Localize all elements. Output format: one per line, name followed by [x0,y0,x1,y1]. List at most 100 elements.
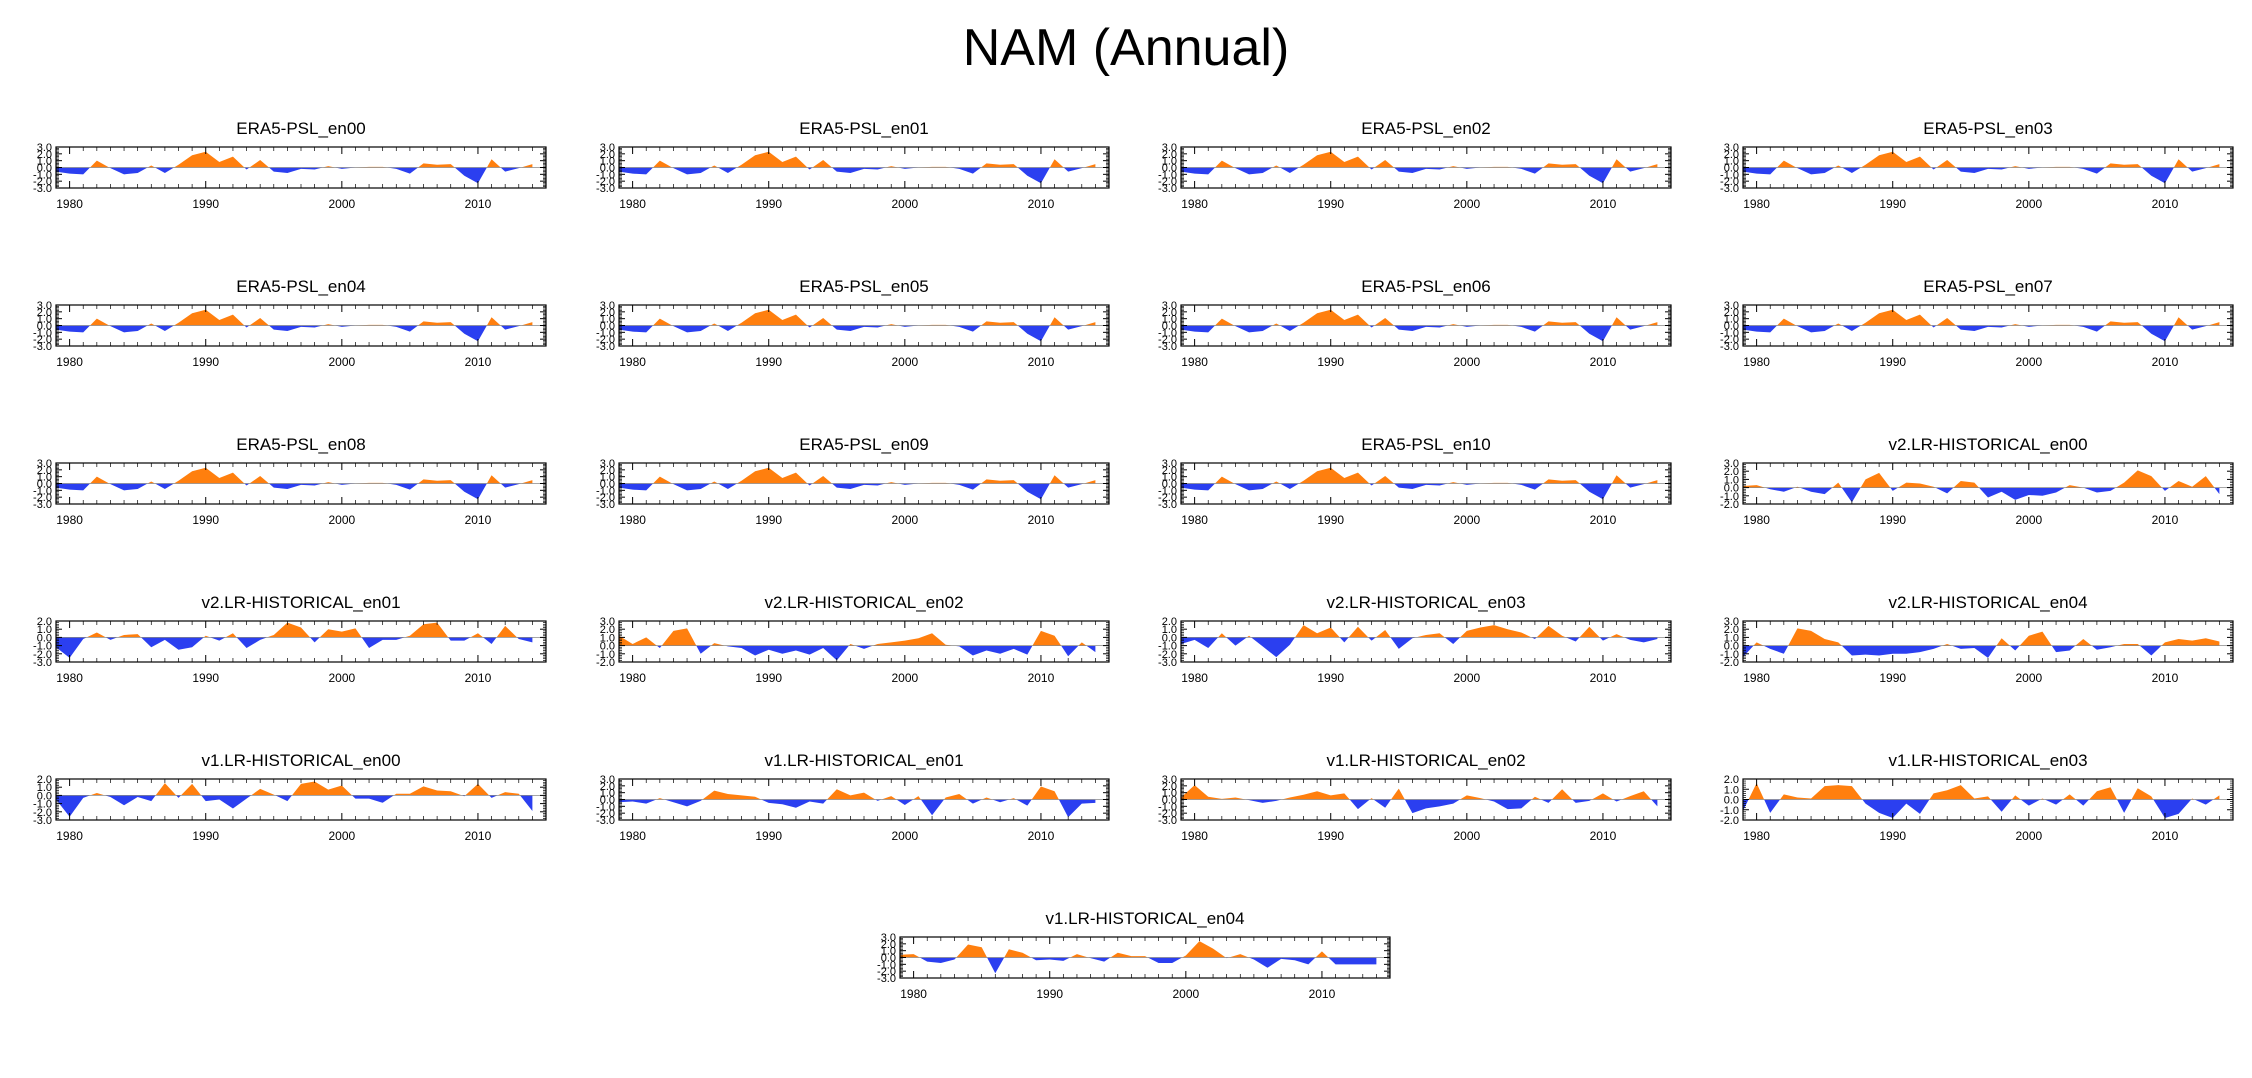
y-tick-label: 2.0 [1162,465,1177,477]
x-tick-label: 1980 [1181,513,1208,527]
x-tick-label: 2000 [328,671,355,685]
negative-area [1181,637,1658,658]
y-tick-label: 1.0 [1162,788,1177,800]
chart-panel: v1.LR-HISTORICAL_en01-3.0-2.0-1.00.01.02… [596,751,1110,843]
negative-area [900,957,1377,974]
panel-title: v1.LR-HISTORICAL_en04 [1045,909,1244,928]
y-tick-label: 2.0 [1162,149,1177,161]
x-tick-label: 2010 [1028,513,1055,527]
positive-area [1181,785,1658,800]
x-tick-label: 2010 [1590,513,1617,527]
panel-title: v2.LR-HISTORICAL_en04 [1888,593,2087,612]
panel-title: v1.LR-HISTORICAL_en00 [201,751,400,770]
y-tick-label: 3.0 [37,300,52,312]
y-tick-label: -2.0 [596,334,615,346]
y-tick-label: 1.0 [1162,314,1177,326]
y-tick-label: -1.0 [1720,491,1739,503]
y-tick-label: 2.0 [37,616,52,628]
y-tick-label: -2.0 [1720,176,1739,188]
x-tick-label: 2010 [465,355,492,369]
y-tick-label: -1.0 [1720,327,1739,339]
y-tick-label: 0.0 [1724,321,1739,333]
x-tick-label: 2010 [2152,671,2179,685]
positive-area [1181,309,1658,326]
panel-title: ERA5-PSL_en03 [1923,119,2052,138]
x-tick-label: 1980 [56,829,83,843]
x-tick-label: 1990 [1317,671,1344,685]
x-tick-label: 2000 [891,197,918,211]
chart-panel: v1.LR-HISTORICAL_en03 -2.0-1.00.01.02.0 19… [1720,751,2234,843]
negative-area [619,325,1096,342]
x-tick-label: 1990 [755,197,782,211]
negative-area [1743,799,2220,818]
y-tick-label: -3.0 [33,499,52,511]
y-tick-label: 2.0 [1162,307,1177,319]
y-tick-label: 3.0 [600,616,615,628]
y-tick-label: -3.0 [33,657,52,669]
chart-panel: v1.LR-HISTORICAL_en00-3.0-2.0-1.00.01.02… [33,751,547,843]
y-tick-label: -2.0 [596,176,615,188]
x-tick-label: 1980 [900,987,927,1001]
negative-area [1181,325,1658,342]
negative-area [56,795,533,817]
x-tick-label: 1980 [619,829,646,843]
y-tick-label: 0.0 [1162,795,1177,807]
x-tick-label: 1980 [56,513,83,527]
y-tick-label: 1.0 [1724,784,1739,796]
y-tick-label: 0.0 [881,953,896,965]
y-tick-label: -1.0 [1720,805,1739,817]
y-tick-label: -1.0 [877,959,896,971]
positive-area [1218,625,1625,638]
chart-panel: ERA5-PSL_en00 -3.0-2.0-1.00.01.02.03.0 198… [33,119,547,211]
y-tick-label: 1.0 [37,472,52,484]
y-tick-label: 1.0 [1162,156,1177,168]
y-tick-label: -2.0 [1158,649,1177,661]
x-tick-label: 2000 [1453,355,1480,369]
x-tick-label: 2010 [1028,355,1055,369]
y-tick-label: 2.0 [600,781,615,793]
y-tick-label: -2.0 [1158,334,1177,346]
y-tick-label: 1.0 [600,632,615,644]
x-tick-label: 2000 [2015,671,2042,685]
y-tick-label: 2.0 [37,307,52,319]
y-tick-label: -3.0 [596,183,615,195]
x-tick-label: 2010 [1590,829,1617,843]
y-tick-label: 3.0 [1724,616,1739,628]
panel-title: ERA5-PSL_en07 [1923,277,2052,296]
y-tick-label: -1.0 [1158,641,1177,653]
y-tick-label: 1.0 [37,782,52,794]
chart-panel: v2.LR-HISTORICAL_en02 -2.0-1.00.01.02.03.… [596,593,1110,685]
positive-area [1743,783,2220,800]
negative-area [619,799,1096,818]
negative-area [1743,325,2220,342]
x-tick-label: 2000 [328,513,355,527]
y-tick-label: -1.0 [1720,649,1739,661]
x-tick-label: 1990 [192,513,219,527]
positive-area [619,151,1096,168]
x-tick-label: 1980 [56,197,83,211]
y-tick-label: 3.0 [600,774,615,786]
panel-title: ERA5-PSL_en05 [799,277,928,296]
y-tick-label: 0.0 [37,163,52,175]
y-tick-label: 1.0 [1724,474,1739,486]
panel-title: ERA5-PSL_en06 [1361,277,1490,296]
y-tick-label: 2.0 [1162,781,1177,793]
positive-area [619,628,1096,646]
y-tick-label: 3.0 [1724,300,1739,312]
panel-title: ERA5-PSL_en10 [1361,435,1490,454]
chart-panel: v2.LR-HISTORICAL_en04 -2.0-1.00.01.02.03.… [1720,593,2234,685]
x-tick-label: 2010 [1028,671,1055,685]
negative-area [56,483,533,500]
negative-area [619,167,1096,184]
y-tick-label: -3.0 [1720,183,1739,195]
y-tick-label: -2.0 [1720,334,1739,346]
x-tick-label: 2010 [2152,197,2179,211]
x-tick-label: 1980 [619,671,646,685]
x-tick-label: 1980 [1181,671,1208,685]
y-tick-label: 2.0 [600,465,615,477]
y-tick-label: -3.0 [33,183,52,195]
y-tick-label: -2.0 [33,334,52,346]
figure-title: NAM (Annual) [962,19,1290,77]
y-tick-label: -2.0 [596,492,615,504]
